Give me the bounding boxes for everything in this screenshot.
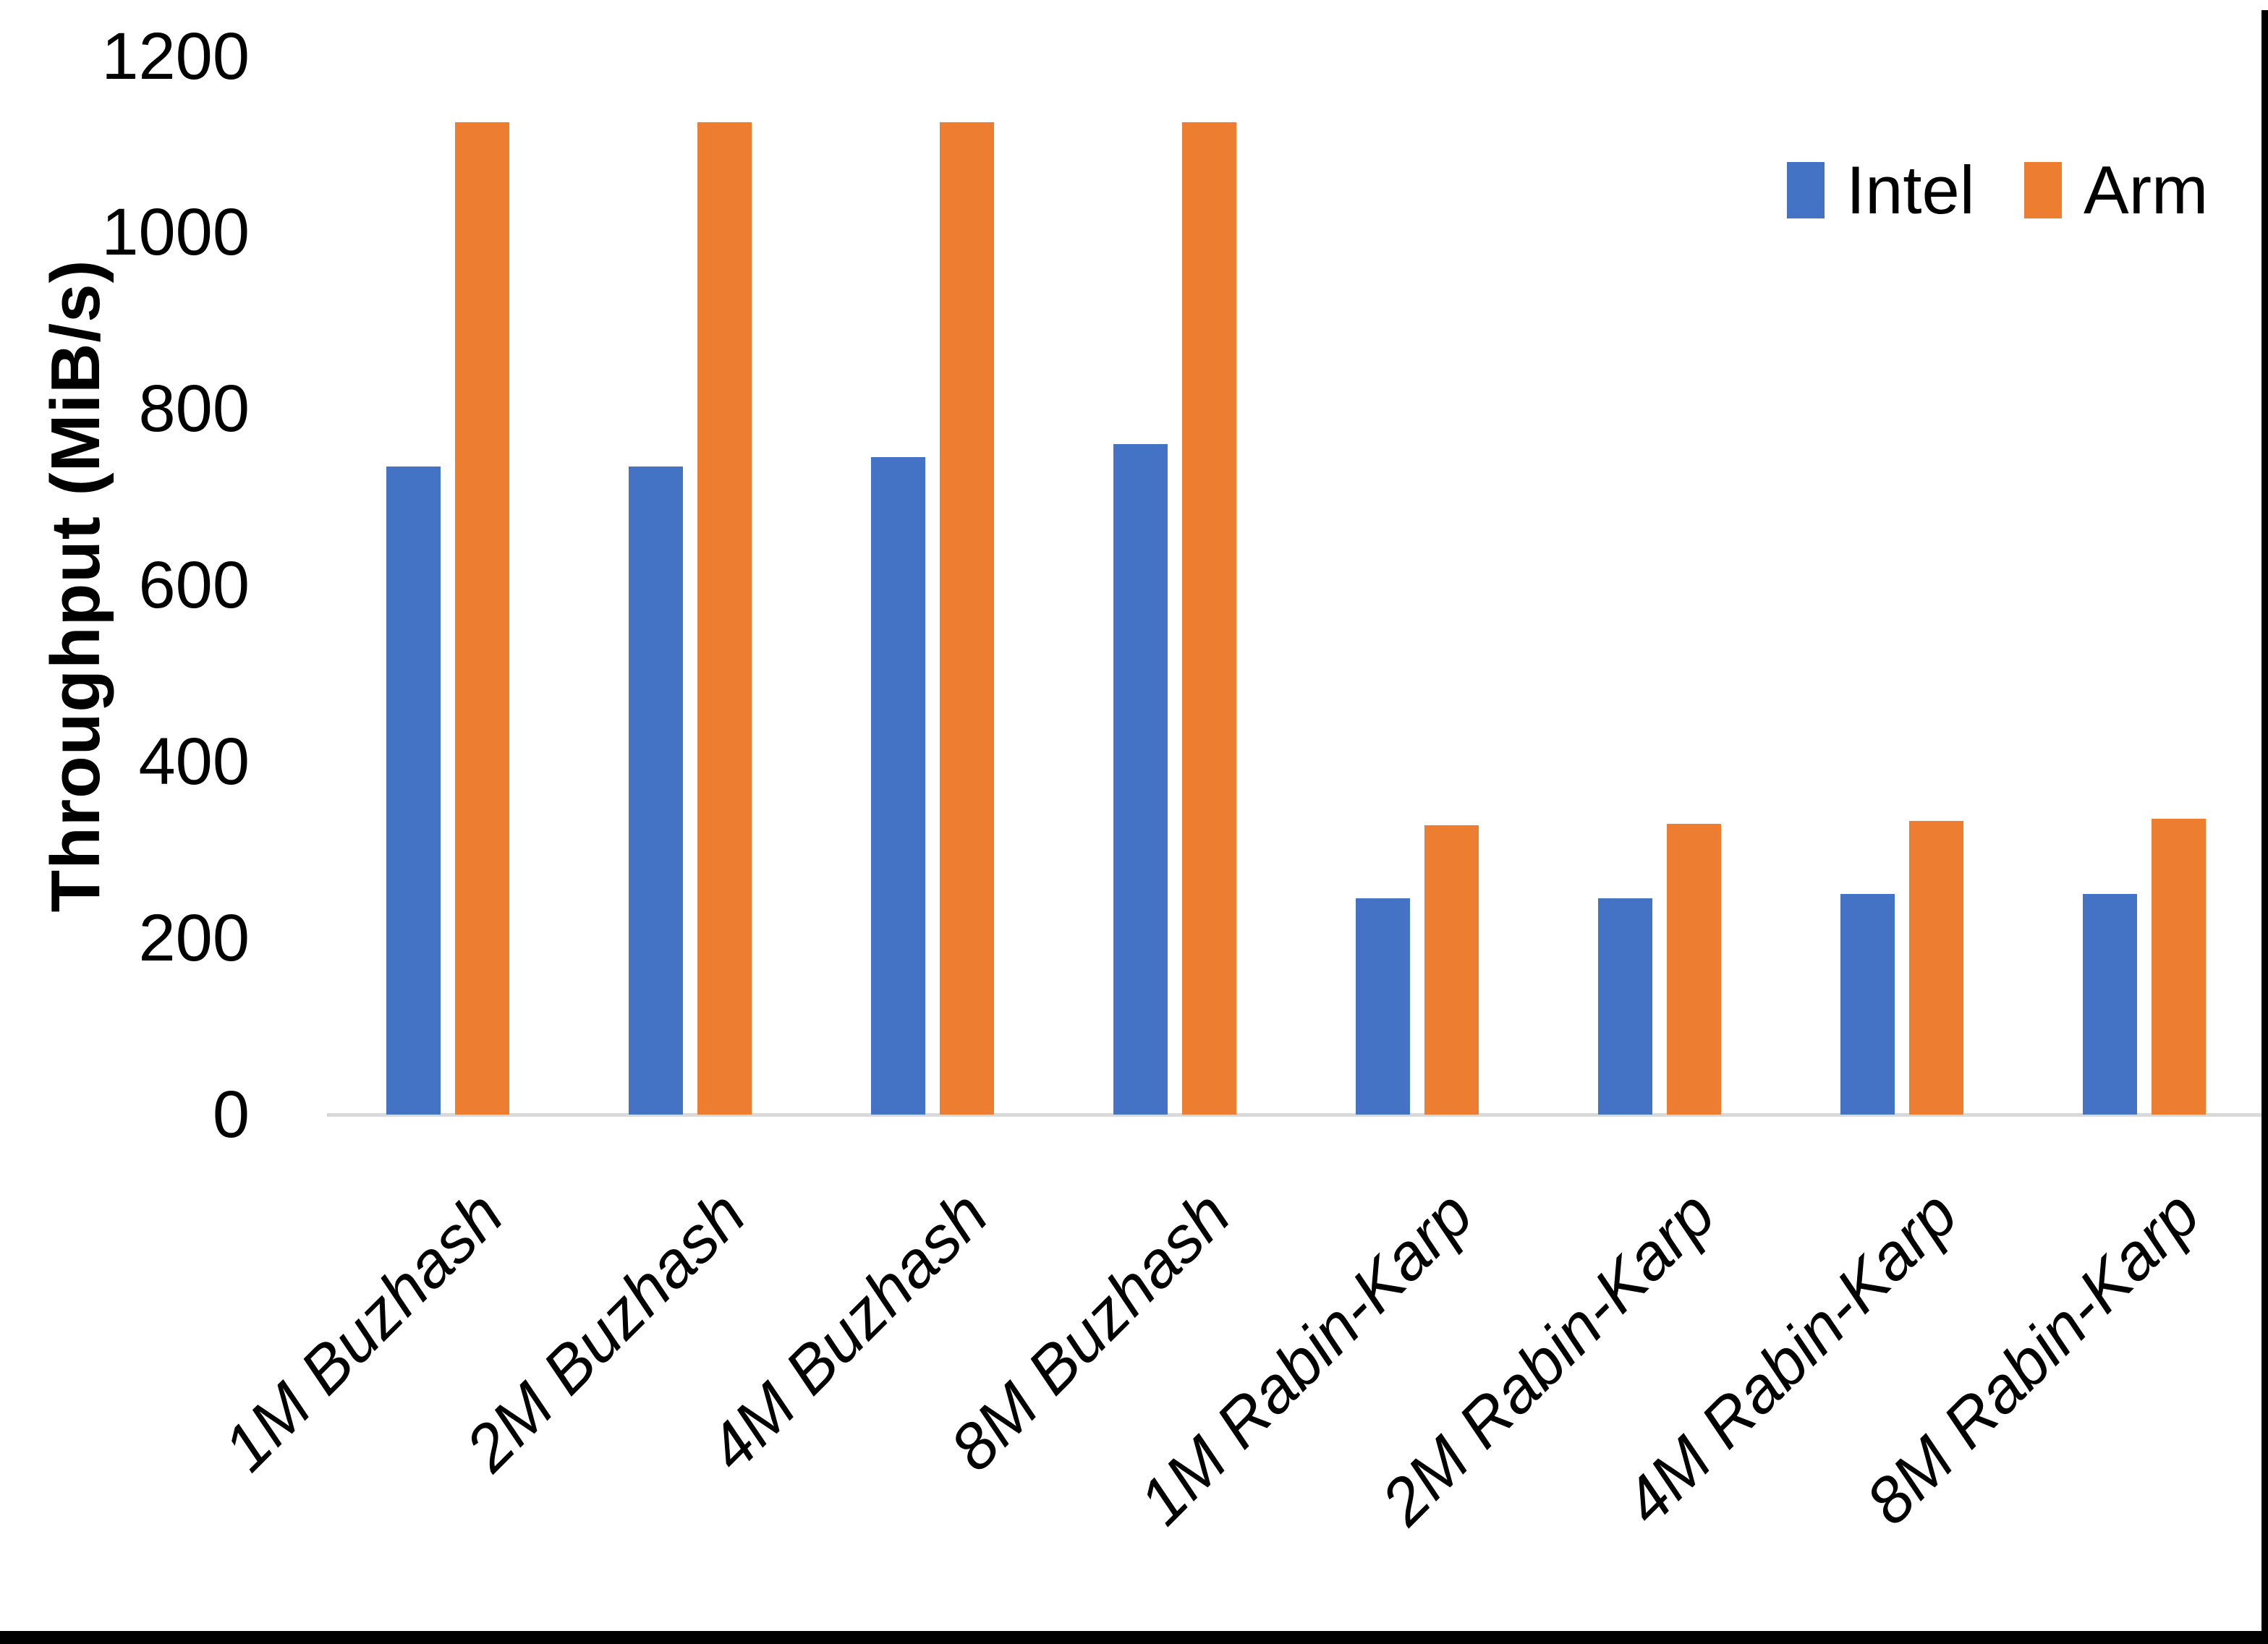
bar-intel-2	[628, 466, 683, 1115]
x-axis-line	[327, 1113, 2261, 1117]
y-tick-label: 200	[138, 901, 250, 976]
y-tick-label: 400	[138, 725, 250, 799]
legend-item-arm: Arm	[2024, 152, 2209, 228]
bar-arm-6	[1666, 823, 1721, 1115]
bar-arm-2	[697, 122, 752, 1115]
y-tick-label: 1000	[101, 195, 250, 270]
bar-intel-1	[386, 466, 441, 1115]
legend-swatch-arm	[2024, 162, 2062, 218]
y-tick-label: 1200	[101, 19, 250, 93]
bar-intel-3	[870, 457, 925, 1115]
page-border-bottom	[0, 1631, 2268, 1644]
bar-intel-8	[2082, 894, 2137, 1115]
bar-arm-7	[1908, 820, 1963, 1115]
legend-label: Arm	[2084, 152, 2209, 228]
bar-arm-1	[454, 122, 509, 1115]
bar-arm-8	[2151, 819, 2206, 1115]
legend-swatch-intel	[1787, 162, 1825, 218]
y-tick-label: 800	[138, 372, 250, 446]
legend-label: Intel	[1846, 152, 1975, 228]
bar-arm-4	[1181, 122, 1236, 1115]
bar-intel-5	[1355, 898, 1410, 1115]
y-tick-label: 600	[138, 548, 250, 623]
bar-arm-3	[939, 122, 994, 1115]
bar-intel-4	[1113, 444, 1168, 1115]
page-border-right	[2261, 10, 2268, 1644]
legend-item-intel: Intel	[1787, 152, 1975, 228]
y-tick-label: 0	[212, 1078, 250, 1151]
bar-arm-5	[1424, 825, 1479, 1115]
bar-intel-7	[1840, 894, 1895, 1115]
bar-intel-6	[1597, 898, 1652, 1115]
